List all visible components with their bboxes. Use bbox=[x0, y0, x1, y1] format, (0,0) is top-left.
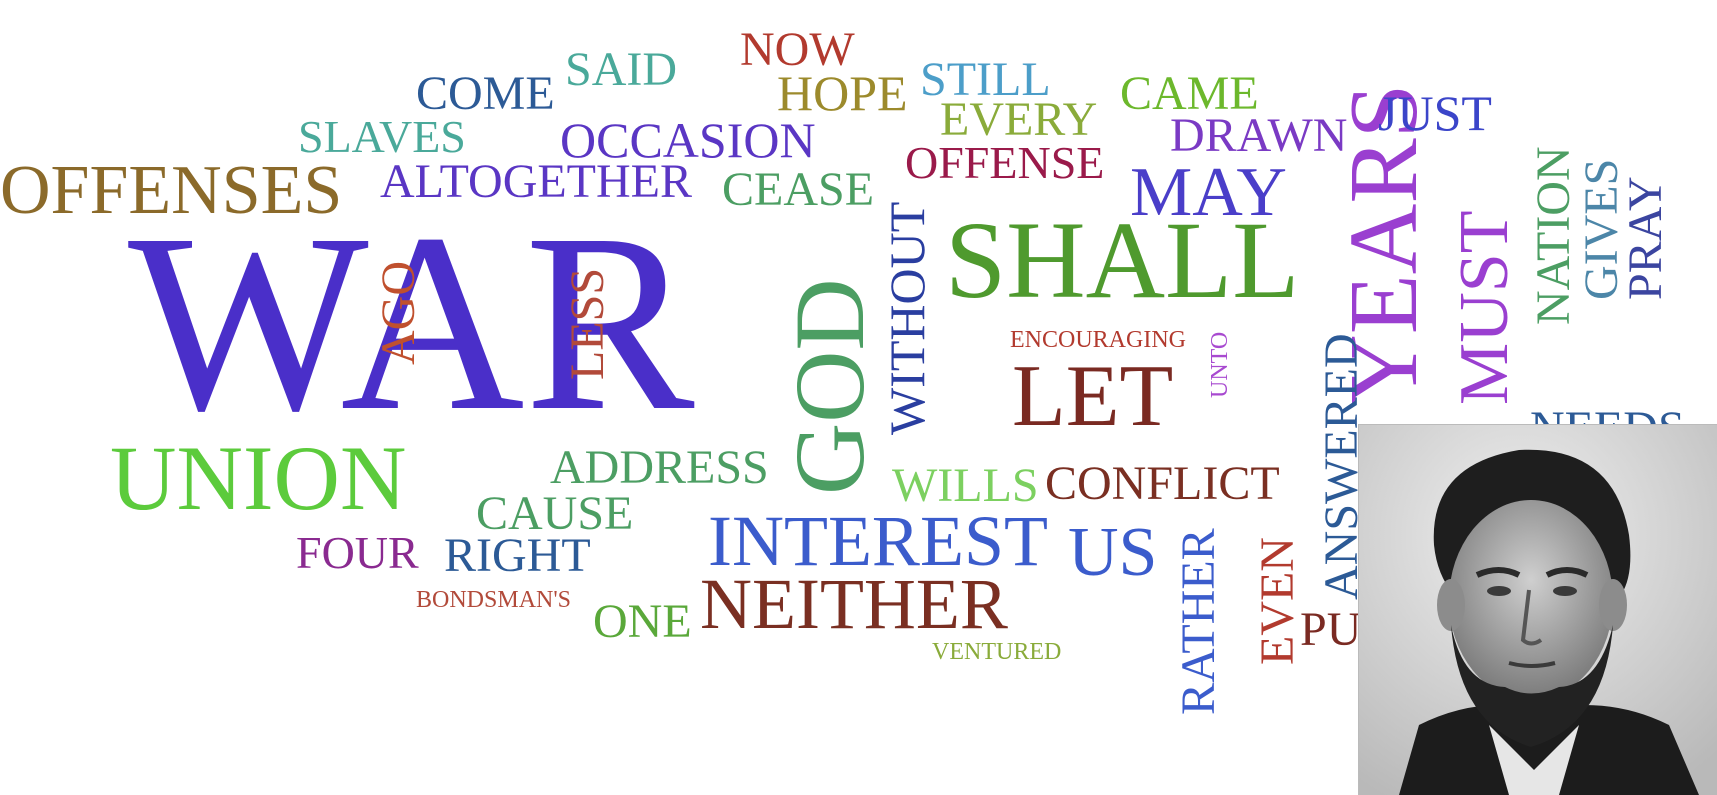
cloud-word: BONDSMAN'S bbox=[416, 587, 572, 613]
cloud-word: RIGHT bbox=[444, 529, 591, 582]
cloud-word: OFFENSE bbox=[905, 137, 1105, 188]
cloud-word: OCCASION bbox=[560, 112, 816, 168]
portrait-photo bbox=[1358, 424, 1717, 795]
cloud-word: UNION bbox=[110, 427, 407, 529]
cloud-word: LET bbox=[1012, 348, 1174, 445]
cloud-word: COME bbox=[416, 67, 555, 120]
cloud-word: EVEN bbox=[1251, 537, 1304, 665]
cloud-word: SHALL bbox=[945, 199, 1300, 321]
cloud-word: WILLS bbox=[892, 459, 1039, 512]
cloud-word: RATHER bbox=[1172, 528, 1225, 715]
cloud-word: NATION bbox=[1527, 146, 1580, 325]
cloud-word: VENTURED bbox=[932, 639, 1062, 665]
cloud-word: SAID bbox=[565, 43, 678, 96]
cloud-word: LESS bbox=[561, 267, 614, 380]
cloud-word: WITHOUT bbox=[879, 201, 935, 435]
cloud-word: ALTOGETHER bbox=[380, 155, 692, 208]
cloud-word: JUST bbox=[1378, 85, 1492, 141]
cloud-word: CAME bbox=[1120, 67, 1259, 120]
cloud-word: FOUR bbox=[296, 527, 419, 578]
cloud-word: DRAWN bbox=[1170, 109, 1348, 162]
cloud-word: GOD bbox=[774, 278, 885, 495]
cloud-word: AGO bbox=[372, 261, 425, 365]
cloud-word: SLAVES bbox=[298, 111, 466, 162]
cloud-word: NEITHER bbox=[700, 564, 1008, 644]
cloud-word: STILL bbox=[920, 53, 1051, 106]
cloud-word: PRAY bbox=[1619, 176, 1672, 300]
cloud-word: CAUSE bbox=[476, 487, 634, 540]
cloud-word: MUST bbox=[1446, 210, 1523, 405]
cloud-word: NOW bbox=[740, 23, 855, 76]
cloud-word: OFFENSES bbox=[0, 152, 343, 229]
cloud-word: WAR bbox=[128, 182, 695, 464]
cloud-word: CEASE bbox=[722, 163, 875, 216]
cloud-word: HOPE bbox=[777, 65, 908, 121]
cloud-word: MAY bbox=[1130, 154, 1287, 231]
cloud-word: CONFLICT bbox=[1045, 457, 1280, 510]
cloud-word: ENCOURAGING bbox=[1010, 327, 1186, 353]
cloud-word: ONE bbox=[593, 595, 692, 648]
cloud-word: PU bbox=[1300, 603, 1362, 656]
cloud-word: EVERY bbox=[940, 93, 1098, 146]
cloud-word: US bbox=[1068, 514, 1158, 591]
cloud-word: UNTO bbox=[1207, 331, 1233, 398]
cloud-word: ADDRESS bbox=[550, 441, 769, 494]
cloud-word: INTEREST bbox=[708, 501, 1048, 581]
